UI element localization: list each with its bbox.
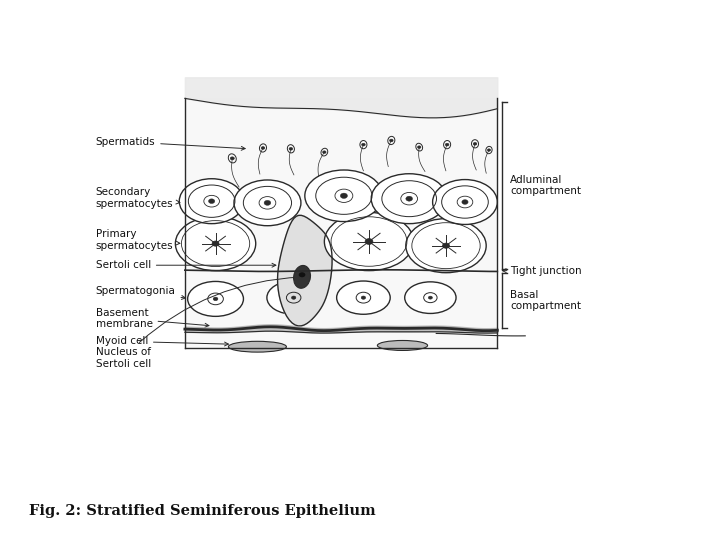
Circle shape <box>462 200 468 204</box>
Ellipse shape <box>234 180 301 226</box>
Circle shape <box>323 151 326 153</box>
Circle shape <box>390 139 393 142</box>
Circle shape <box>261 147 265 149</box>
Circle shape <box>406 196 413 201</box>
Ellipse shape <box>337 281 390 314</box>
Circle shape <box>361 143 365 146</box>
Text: Sertoli cell: Sertoli cell <box>96 260 276 270</box>
Circle shape <box>264 200 271 205</box>
Circle shape <box>365 239 373 245</box>
Text: Secondary
spermatocytes: Secondary spermatocytes <box>96 187 180 208</box>
Text: Basal
compartment: Basal compartment <box>510 289 581 311</box>
Ellipse shape <box>267 281 320 314</box>
Text: Spermatids: Spermatids <box>96 137 246 150</box>
Text: Nucleus of
Sertoli cell: Nucleus of Sertoli cell <box>96 275 301 369</box>
Ellipse shape <box>372 174 447 224</box>
Circle shape <box>213 297 218 301</box>
Circle shape <box>292 296 296 299</box>
Circle shape <box>209 199 215 204</box>
Ellipse shape <box>324 212 413 271</box>
Ellipse shape <box>294 266 310 288</box>
Circle shape <box>473 143 477 145</box>
Circle shape <box>289 147 293 150</box>
Ellipse shape <box>176 217 256 271</box>
Ellipse shape <box>433 180 498 225</box>
Polygon shape <box>277 215 332 326</box>
Text: Primary
spermatocytes: Primary spermatocytes <box>96 230 180 251</box>
Circle shape <box>361 296 366 299</box>
Text: Fig. 2: Stratified Seminiferous Epithelium: Fig. 2: Stratified Seminiferous Epitheli… <box>29 504 375 518</box>
Circle shape <box>428 296 433 299</box>
Circle shape <box>418 146 421 148</box>
Circle shape <box>299 272 305 277</box>
Text: Tight junction: Tight junction <box>510 266 582 275</box>
Circle shape <box>230 157 234 160</box>
Text: Adluminal
compartment: Adluminal compartment <box>510 174 581 196</box>
Ellipse shape <box>405 282 456 313</box>
Text: Myoid cell: Myoid cell <box>96 336 228 346</box>
Circle shape <box>212 241 219 246</box>
Ellipse shape <box>377 341 428 350</box>
Ellipse shape <box>406 219 486 273</box>
Circle shape <box>487 149 490 151</box>
Ellipse shape <box>228 341 287 352</box>
Ellipse shape <box>305 170 383 221</box>
Text: Spermatogonia: Spermatogonia <box>96 286 186 299</box>
Text: Basement
membrane: Basement membrane <box>96 308 209 329</box>
Ellipse shape <box>179 179 244 224</box>
Circle shape <box>341 193 348 198</box>
Circle shape <box>443 243 449 248</box>
Ellipse shape <box>188 281 243 316</box>
Circle shape <box>445 143 449 146</box>
FancyBboxPatch shape <box>185 98 498 348</box>
